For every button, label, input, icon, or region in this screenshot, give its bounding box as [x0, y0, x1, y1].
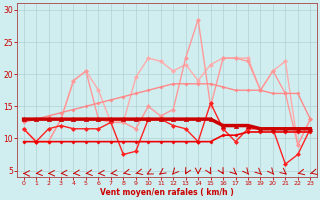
- X-axis label: Vent moyen/en rafales ( km/h ): Vent moyen/en rafales ( km/h ): [100, 188, 234, 197]
